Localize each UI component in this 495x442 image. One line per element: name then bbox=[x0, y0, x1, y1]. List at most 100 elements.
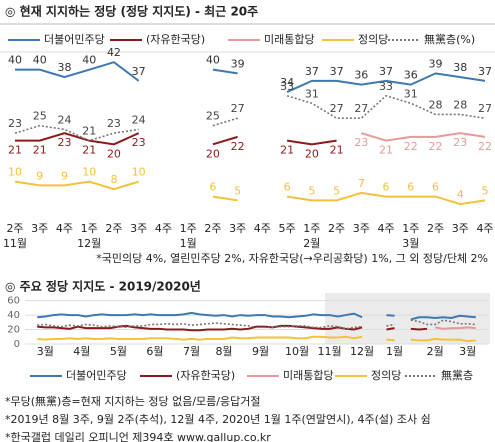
data-label: 40 bbox=[33, 54, 47, 67]
data-label: 40 bbox=[206, 54, 220, 67]
data-label: 23 bbox=[132, 136, 146, 149]
data-label: 27 bbox=[330, 102, 344, 115]
data-label: 38 bbox=[57, 61, 71, 74]
x-tick-label: 2주 bbox=[328, 222, 345, 235]
data-label: 22 bbox=[478, 140, 492, 153]
series-line bbox=[386, 323, 395, 327]
data-label: 25 bbox=[206, 110, 220, 123]
legend-label: 정의당 bbox=[358, 33, 388, 46]
data-label: 37 bbox=[305, 65, 319, 78]
data-label: 21 bbox=[82, 125, 96, 138]
data-label: 20 bbox=[206, 147, 220, 160]
legend-label: 더불어민주당 bbox=[44, 33, 105, 46]
data-label: 27 bbox=[231, 102, 245, 115]
series-line bbox=[386, 314, 395, 317]
series-line bbox=[410, 337, 476, 343]
data-label: 24 bbox=[57, 113, 71, 126]
data-label: 10 bbox=[82, 166, 96, 179]
x-tick-label: 5주 bbox=[279, 222, 296, 235]
data-label: 6 bbox=[209, 181, 216, 194]
note: *국민의당 4%, 열린민주당 2%, 자유한국당(→우리공화당) 1%, 그 … bbox=[96, 252, 488, 265]
x-tick-label: 3주 bbox=[452, 222, 469, 235]
x-tick-label: 4월 bbox=[73, 345, 90, 358]
data-label: 6 bbox=[284, 181, 291, 194]
y-tick-label: 20 bbox=[7, 325, 20, 336]
data-label: 23 bbox=[107, 117, 121, 130]
x-tick-label: 7월 bbox=[183, 345, 200, 358]
x-tick-label: 2주 bbox=[105, 222, 122, 235]
data-label: 10 bbox=[132, 166, 146, 179]
data-label: 21 bbox=[379, 144, 393, 157]
series-line bbox=[37, 311, 363, 319]
data-label: 34 bbox=[280, 76, 294, 89]
series-line bbox=[212, 195, 238, 202]
x-tick-label: 3월 bbox=[37, 345, 54, 358]
x-group-label: 11월 bbox=[3, 237, 27, 250]
y-tick-label: 0 bbox=[14, 339, 20, 350]
data-label: 25 bbox=[33, 110, 47, 123]
x-tick-label: 3월 bbox=[459, 345, 476, 358]
data-label: 5 bbox=[308, 184, 315, 197]
x-group-label: 3월 bbox=[402, 237, 419, 250]
data-label: 21 bbox=[330, 144, 344, 157]
series-line bbox=[286, 139, 337, 146]
data-label: 22 bbox=[404, 140, 418, 153]
data-label: 27 bbox=[354, 102, 368, 115]
data-label: 10 bbox=[8, 166, 22, 179]
data-label: 31 bbox=[404, 87, 418, 100]
data-label: 36 bbox=[404, 69, 418, 82]
series-line bbox=[37, 322, 363, 330]
data-label: 20 bbox=[107, 147, 121, 160]
data-label: 40 bbox=[82, 54, 96, 67]
data-label: 6 bbox=[383, 181, 390, 194]
data-label: 37 bbox=[330, 65, 344, 78]
data-label: 21 bbox=[8, 144, 22, 157]
data-label: 5 bbox=[234, 184, 241, 197]
x-tick-label: 2주 bbox=[6, 222, 23, 235]
legend-label: 정의당 bbox=[371, 369, 401, 382]
data-label: 28 bbox=[453, 98, 467, 111]
x-tick-label: 1주 bbox=[81, 222, 98, 235]
legend-label: 無黨층 bbox=[441, 368, 473, 382]
legend-label: 無黨층(%) bbox=[424, 32, 475, 46]
legend-label: (자유한국당) bbox=[176, 369, 235, 382]
series-line bbox=[386, 327, 395, 331]
data-label: 42 bbox=[107, 46, 121, 59]
series-line bbox=[286, 191, 486, 206]
data-label: 33 bbox=[379, 80, 393, 93]
series-line bbox=[212, 68, 238, 75]
x-tick-label: 12월 bbox=[350, 345, 374, 358]
data-label: 37 bbox=[379, 65, 393, 78]
data-label: 9 bbox=[61, 169, 68, 182]
chart-title: ◎ 현재 지지하는 정당 (정당 지지도) - 최근 20주 bbox=[5, 4, 258, 19]
data-label: 27 bbox=[478, 102, 492, 115]
data-label: 23 bbox=[57, 136, 71, 149]
highlight-region bbox=[325, 293, 490, 344]
data-label: 21 bbox=[33, 144, 47, 157]
data-label: 31 bbox=[305, 87, 319, 100]
data-label: 40 bbox=[8, 54, 22, 67]
series-line bbox=[15, 132, 140, 146]
data-label: 24 bbox=[132, 113, 146, 126]
series-line bbox=[361, 132, 486, 142]
data-label: 37 bbox=[132, 65, 146, 78]
x-tick-label: 1주 bbox=[180, 222, 197, 235]
x-tick-label: 8월 bbox=[215, 345, 232, 358]
data-label: 33 bbox=[280, 80, 294, 93]
x-tick-label: 9월 bbox=[252, 345, 269, 358]
x-tick-label: 1주 bbox=[402, 222, 419, 235]
legend-label: 더불어민주당 bbox=[66, 369, 127, 382]
data-label: 28 bbox=[429, 98, 443, 111]
data-label: 7 bbox=[358, 177, 365, 190]
data-label: 9 bbox=[36, 169, 43, 182]
data-label: 6 bbox=[407, 181, 414, 194]
series-line bbox=[435, 326, 476, 330]
x-tick-label: 4주 bbox=[155, 222, 172, 235]
footnote: *한국갤럽 데일리 오피니언 제394호 www.gallup.co.kr bbox=[5, 430, 271, 442]
series-line bbox=[386, 338, 395, 342]
y-tick-label: 40 bbox=[7, 310, 20, 321]
x-group-label: 1월 bbox=[180, 237, 197, 250]
x-tick-label: 3주 bbox=[229, 222, 246, 235]
